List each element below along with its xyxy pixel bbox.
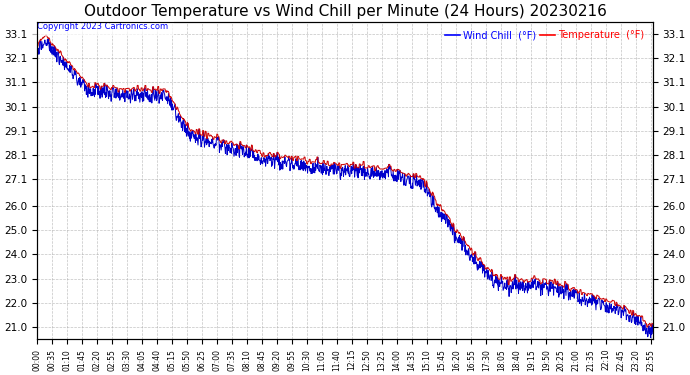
Text: Copyright 2023 Cartronics.com: Copyright 2023 Cartronics.com: [37, 22, 168, 31]
Legend: Wind Chill  (°F), Temperature  (°F): Wind Chill (°F), Temperature (°F): [441, 27, 648, 44]
Title: Outdoor Temperature vs Wind Chill per Minute (24 Hours) 20230216: Outdoor Temperature vs Wind Chill per Mi…: [83, 4, 607, 19]
